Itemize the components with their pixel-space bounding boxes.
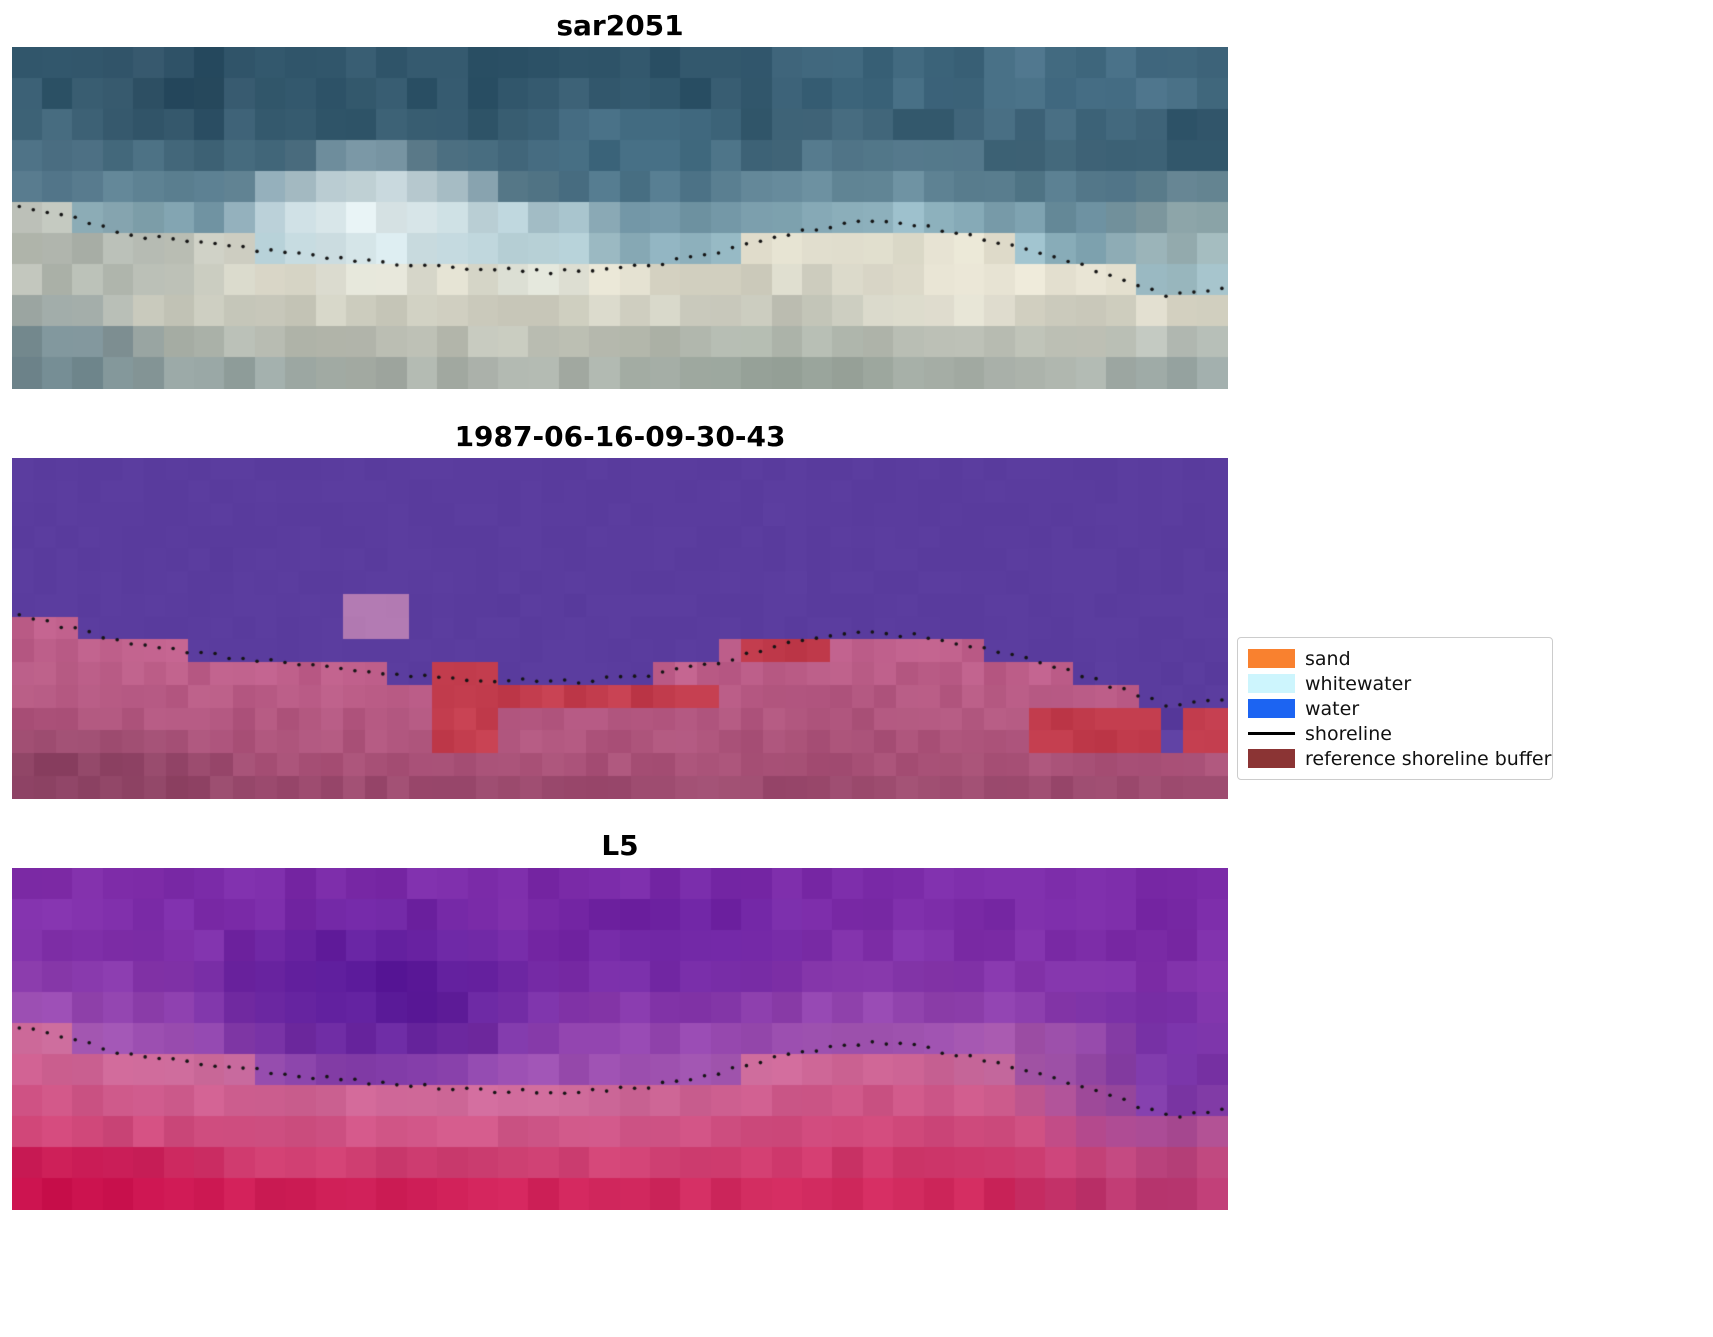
whitewater-swatch — [1248, 674, 1295, 693]
reference-shoreline-buffer-swatch — [1248, 749, 1295, 768]
legend-label-sand: sand — [1305, 647, 1351, 670]
legend-label-whitewater: whitewater — [1305, 672, 1412, 695]
legend-label-shoreline: shoreline — [1305, 722, 1392, 745]
panel-title-l5: L5 — [601, 829, 639, 862]
legend: sand whitewater water shoreline referenc… — [1237, 637, 1553, 780]
legend-item-sand: sand — [1248, 646, 1542, 671]
panel-title-sar2051: sar2051 — [556, 9, 684, 42]
legend-label-reference-shoreline-buffer: reference shoreline buffer — [1305, 747, 1552, 770]
panel-title-classification: 1987-06-16-09-30-43 — [454, 420, 786, 453]
l5-image — [12, 868, 1228, 1210]
legend-label-water: water — [1305, 697, 1360, 720]
legend-item-reference-shoreline-buffer: reference shoreline buffer — [1248, 746, 1551, 771]
sand-swatch — [1248, 649, 1295, 668]
legend-item-whitewater: whitewater — [1248, 671, 1542, 696]
shoreline-line-swatch — [1248, 732, 1295, 735]
water-swatch — [1248, 699, 1295, 718]
legend-item-shoreline: shoreline — [1248, 721, 1542, 746]
legend-item-water: water — [1248, 696, 1542, 721]
classification-image — [12, 458, 1228, 799]
sar2051-image — [12, 47, 1228, 389]
